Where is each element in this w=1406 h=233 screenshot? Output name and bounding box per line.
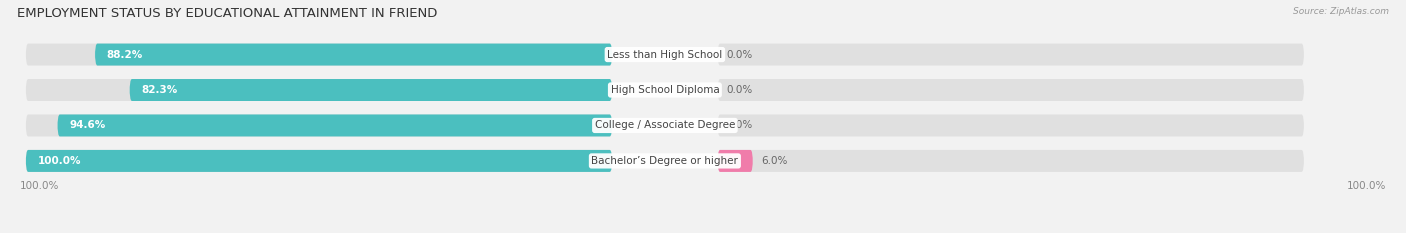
Text: EMPLOYMENT STATUS BY EDUCATIONAL ATTAINMENT IN FRIEND: EMPLOYMENT STATUS BY EDUCATIONAL ATTAINM… xyxy=(17,7,437,20)
FancyBboxPatch shape xyxy=(717,150,1303,172)
Text: 82.3%: 82.3% xyxy=(141,85,177,95)
Text: 0.0%: 0.0% xyxy=(727,120,752,130)
Text: 0.0%: 0.0% xyxy=(727,50,752,60)
FancyBboxPatch shape xyxy=(25,79,612,101)
FancyBboxPatch shape xyxy=(129,79,612,101)
FancyBboxPatch shape xyxy=(25,150,612,172)
Text: 0.0%: 0.0% xyxy=(727,85,752,95)
Text: Source: ZipAtlas.com: Source: ZipAtlas.com xyxy=(1294,7,1389,16)
Text: 88.2%: 88.2% xyxy=(107,50,143,60)
Text: 100.0%: 100.0% xyxy=(1347,182,1386,192)
Text: 6.0%: 6.0% xyxy=(762,156,787,166)
Text: College / Associate Degree: College / Associate Degree xyxy=(595,120,735,130)
FancyBboxPatch shape xyxy=(58,114,612,137)
FancyBboxPatch shape xyxy=(25,44,612,65)
FancyBboxPatch shape xyxy=(96,44,612,65)
Text: Less than High School: Less than High School xyxy=(607,50,723,60)
Text: 100.0%: 100.0% xyxy=(20,182,59,192)
FancyBboxPatch shape xyxy=(717,114,1303,137)
Text: High School Diploma: High School Diploma xyxy=(610,85,720,95)
Text: 94.6%: 94.6% xyxy=(69,120,105,130)
FancyBboxPatch shape xyxy=(717,150,752,172)
Text: 100.0%: 100.0% xyxy=(38,156,82,166)
FancyBboxPatch shape xyxy=(717,79,1303,101)
FancyBboxPatch shape xyxy=(25,150,612,172)
FancyBboxPatch shape xyxy=(717,44,1303,65)
FancyBboxPatch shape xyxy=(25,114,612,137)
Text: Bachelor’s Degree or higher: Bachelor’s Degree or higher xyxy=(592,156,738,166)
